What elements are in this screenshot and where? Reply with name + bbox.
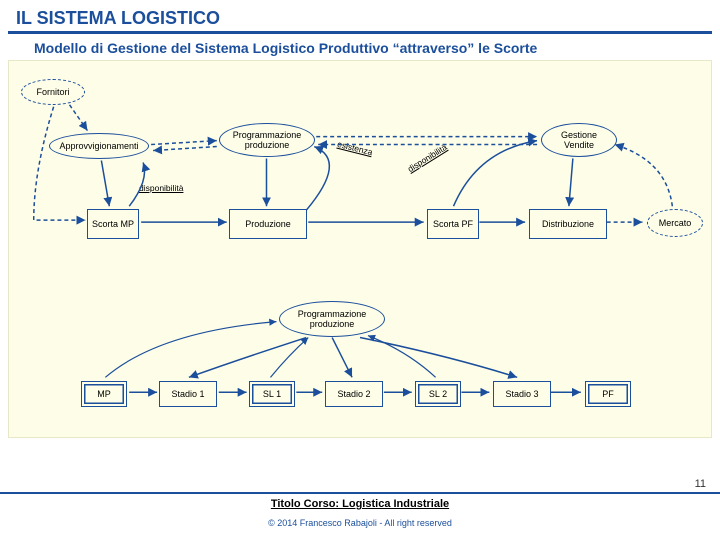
copyright: © 2014 Francesco Rabajoli - All right re…: [0, 518, 720, 528]
footer-divider: [0, 492, 720, 494]
node-programmazione-produzione-lower: Programmazione produzione: [279, 301, 385, 337]
page-number: 11: [695, 478, 706, 490]
node-programmazione-produzione-upper: Programmazione produzione: [219, 123, 315, 157]
label-esistenza: esistenza: [336, 139, 373, 157]
node-stadio2: Stadio 2: [325, 381, 383, 407]
node-distribuzione: Distribuzione: [529, 209, 607, 239]
node-mp: MP: [81, 381, 127, 407]
node-gestione-vendite: Gestione Vendite: [541, 123, 617, 157]
node-stadio1: Stadio 1: [159, 381, 217, 407]
course-title: Titolo Corso: Logistica Industriale: [0, 498, 720, 510]
page-subtitle: Modello di Gestione del Sistema Logistic…: [0, 34, 720, 60]
node-approvvigionamenti: Approvvigionamenti: [49, 133, 149, 159]
diagram-canvas: Fornitori Approvvigionamenti Programmazi…: [8, 60, 712, 438]
label-disponibilita-right: disponibilità: [406, 142, 449, 174]
node-mercato: Mercato: [647, 209, 703, 237]
node-sl1: SL 1: [249, 381, 295, 407]
label-disponibilita-left: disponibilità: [139, 183, 183, 193]
node-scorta-pf: Scorta PF: [427, 209, 479, 239]
node-pf: PF: [585, 381, 631, 407]
node-sl2: SL 2: [415, 381, 461, 407]
page-title: IL SISTEMA LOGISTICO: [8, 2, 712, 34]
node-produzione: Produzione: [229, 209, 307, 239]
node-stadio3: Stadio 3: [493, 381, 551, 407]
node-fornitori: Fornitori: [21, 79, 85, 105]
node-scorta-mp: Scorta MP: [87, 209, 139, 239]
